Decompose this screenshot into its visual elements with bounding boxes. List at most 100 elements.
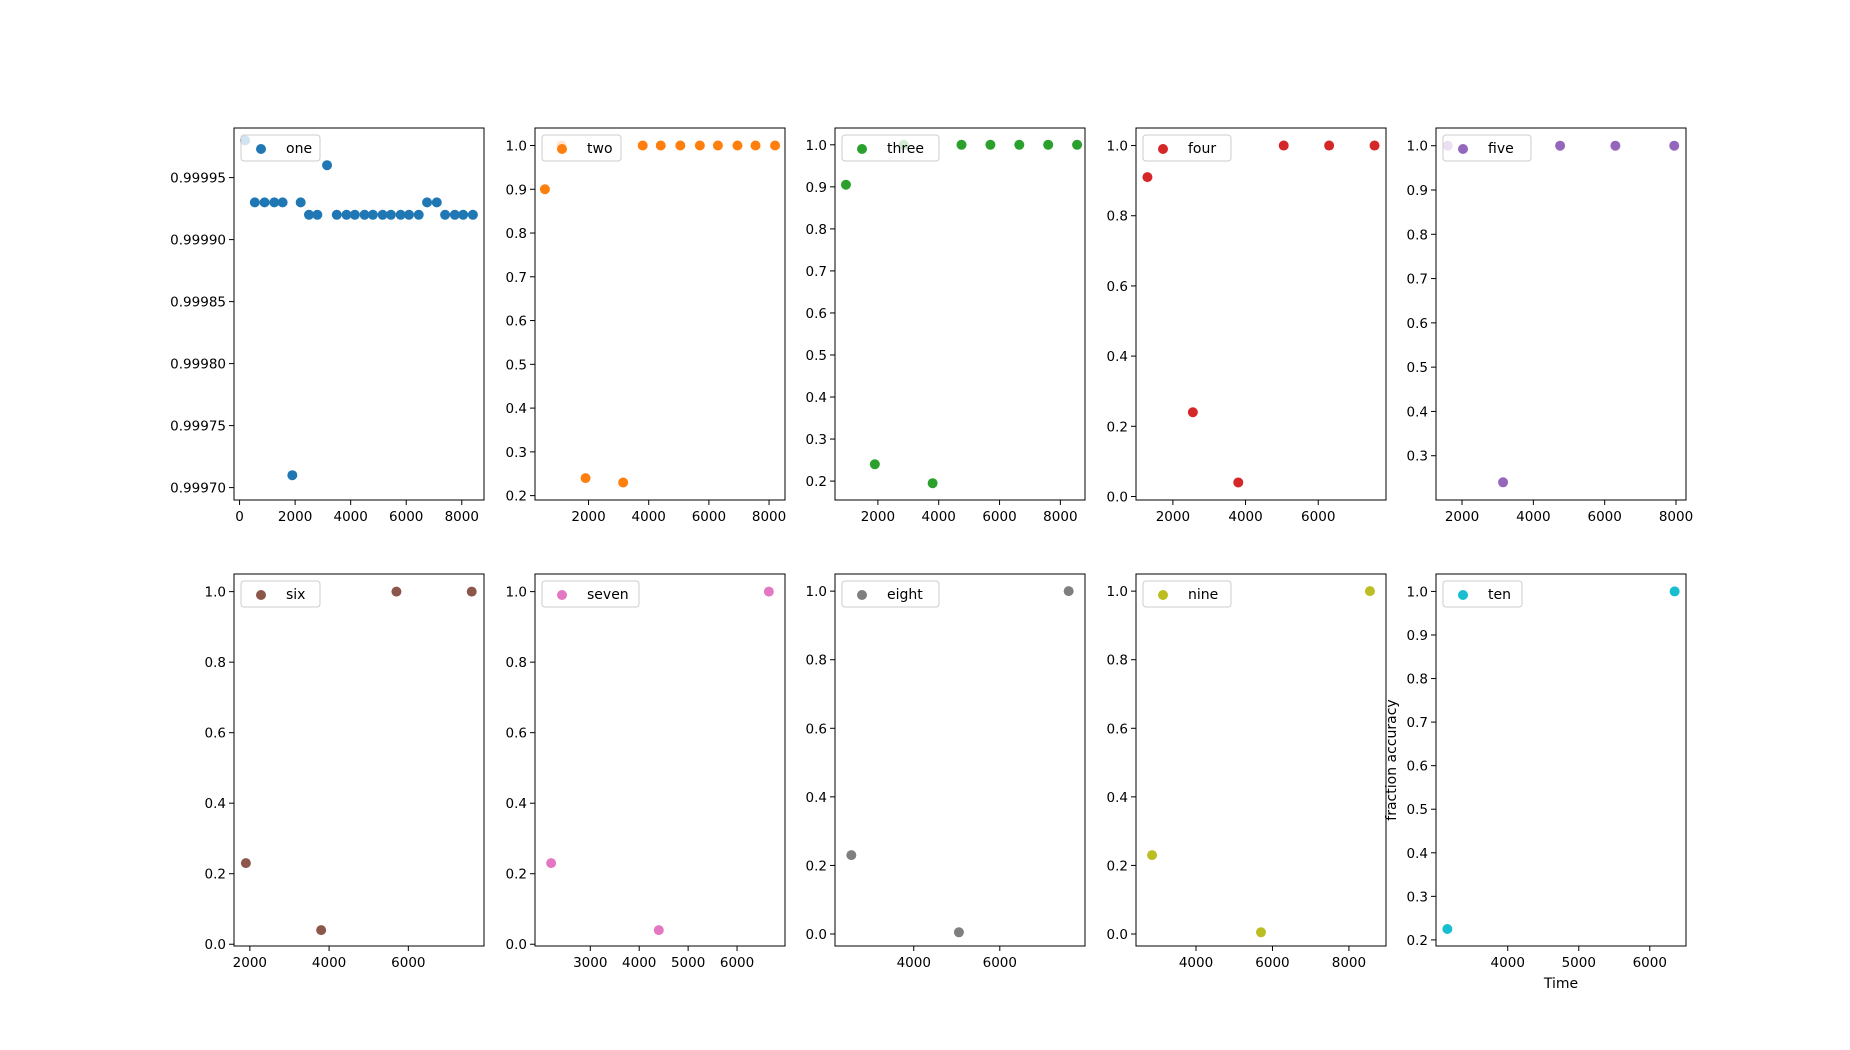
- subplot-5: 2000 4000 6000 8000 0.3 0.4 0.5 0.6 0.7 0.8 0.9 1.0…: [1407, 127, 1693, 525]
- plot-frame: [233, 127, 485, 501]
- y-tick-label: 0.8: [1407, 227, 1428, 243]
- y-tick-label: 0.9: [1407, 183, 1428, 199]
- y-tick-label: 0.6: [506, 726, 527, 742]
- plot-frame: [1435, 127, 1687, 501]
- y-tick-label: 0.2: [1407, 933, 1428, 949]
- x-tick-label: 4000: [922, 509, 956, 525]
- y-tick-label: 0.8: [806, 653, 827, 669]
- data-point: [359, 209, 370, 220]
- x-tick-label: 4000: [312, 955, 346, 971]
- subplot-10: 4000 5000 6000 0.2 0.3 0.4 0.5 0.6 0.7 0.8 0.9 1.0 t…: [1384, 573, 1687, 992]
- y-tick-label: 0.5: [506, 357, 527, 373]
- data-point: [869, 459, 880, 470]
- y-tick-label: 1.0: [205, 585, 226, 601]
- y-tick-label: 0.6: [806, 721, 827, 737]
- data-point: [413, 209, 424, 220]
- data-point: [956, 139, 967, 150]
- y-tick-label: 1.0: [506, 585, 527, 601]
- data-point: [953, 927, 964, 938]
- y-tick-label: 0.2: [1107, 858, 1128, 874]
- data-point: [377, 209, 388, 220]
- legend-marker: [857, 144, 867, 154]
- x-tick-label: 4000: [897, 955, 931, 971]
- y-tick-label: 0.4: [506, 796, 527, 812]
- data-point: [1187, 407, 1198, 418]
- y-tick-label: 0.7: [506, 270, 527, 286]
- x-tick-label: 2000: [1445, 509, 1479, 525]
- subplot-4: 2000 4000 6000 0.0 0.2 0.4 0.6 0.8 1.0 four: [1107, 127, 1387, 525]
- data-point: [546, 858, 557, 869]
- data-point: [675, 140, 686, 151]
- x-tick-label: 2000: [861, 509, 895, 525]
- data-point: [655, 140, 666, 151]
- data-point: [385, 209, 396, 220]
- legend-label: six: [286, 587, 305, 603]
- y-tick-label: 0.8: [1107, 653, 1128, 669]
- plot-frame: [233, 573, 485, 947]
- legend-frame: [841, 134, 940, 162]
- x-tick-label: 0: [235, 509, 244, 525]
- legend-frame: [841, 580, 940, 608]
- data-point: [1063, 586, 1074, 597]
- y-tick-label: 0.4: [806, 790, 827, 806]
- y-tick-label: 1.0: [806, 138, 827, 154]
- y-tick-label: 0.0: [1107, 489, 1128, 505]
- data-point: [404, 209, 414, 220]
- plot-frame: [834, 127, 1086, 501]
- data-point: [466, 586, 477, 597]
- subplot-8: 4000 6000 0.0 0.2 0.4 0.6 0.8 1.0 eight: [806, 573, 1086, 971]
- y-tick-label: 0.99995: [170, 171, 226, 187]
- subplot-2: 2000 4000 6000 8000 0.2 0.3 0.4 0.5 0.6 0.7 0.8 0.9…: [506, 127, 786, 525]
- data-point: [249, 197, 260, 208]
- data-point: [763, 586, 774, 597]
- x-tick-label: 4000: [1516, 509, 1550, 525]
- legend-label: five: [1488, 141, 1514, 157]
- y-tick-label: 0.2: [1107, 419, 1128, 435]
- y-tick-label: 0.4: [1407, 404, 1428, 420]
- y-tick-label: 0.2: [806, 474, 827, 490]
- y-tick-label: 0.9: [1407, 628, 1428, 644]
- legend: nine: [1142, 580, 1232, 608]
- y-tick-label: 0.5: [1407, 360, 1428, 376]
- legend-frame: [1142, 580, 1232, 608]
- y-tick-label: 0.3: [1407, 449, 1428, 465]
- y-tick-label: 0.4: [1107, 790, 1128, 806]
- y-tick-label: 1.0: [1407, 584, 1428, 600]
- y-tick-label: 0.4: [1407, 846, 1428, 862]
- data-point: [750, 140, 761, 151]
- legend-label: three: [887, 141, 924, 157]
- x-tick-label: 6000: [982, 509, 1016, 525]
- subplot-6: 2000 4000 6000 0.0 0.2 0.4 0.6 0.8 1.0 six: [205, 573, 485, 971]
- legend: ten: [1442, 580, 1523, 608]
- data-point: [1043, 139, 1054, 150]
- x-tick-label: 8000: [445, 509, 479, 525]
- y-tick-label: 0.6: [506, 314, 527, 330]
- legend: eight: [841, 580, 940, 608]
- legend: four: [1142, 134, 1232, 162]
- y-tick-label: 0.9: [506, 182, 527, 198]
- data-point: [312, 209, 323, 220]
- legend-marker: [1158, 590, 1168, 600]
- y-tick-label: 0.5: [1407, 802, 1428, 818]
- data-point: [618, 477, 629, 488]
- legend: one: [240, 134, 321, 162]
- legend-marker: [557, 590, 567, 600]
- x-tick-label: 4000: [1179, 955, 1213, 971]
- x-tick-label: 2000: [278, 509, 312, 525]
- y-tick-label: 0.8: [506, 226, 527, 242]
- data-point: [985, 139, 996, 150]
- y-tick-label: 1.0: [806, 584, 827, 600]
- legend-marker: [1458, 144, 1468, 154]
- x-tick-label: 4000: [632, 509, 666, 525]
- y-tick-label: 0.8: [806, 222, 827, 238]
- y-tick-label: 0.4: [806, 390, 827, 406]
- data-point: [1369, 140, 1380, 151]
- legend-label: two: [587, 141, 613, 157]
- y-tick-label: 0.7: [806, 264, 827, 280]
- y-tick-label: 0.8: [1407, 672, 1428, 688]
- y-tick-label: 0.2: [506, 489, 527, 505]
- data-point: [770, 140, 781, 151]
- legend: seven: [541, 580, 640, 608]
- data-point: [732, 140, 743, 151]
